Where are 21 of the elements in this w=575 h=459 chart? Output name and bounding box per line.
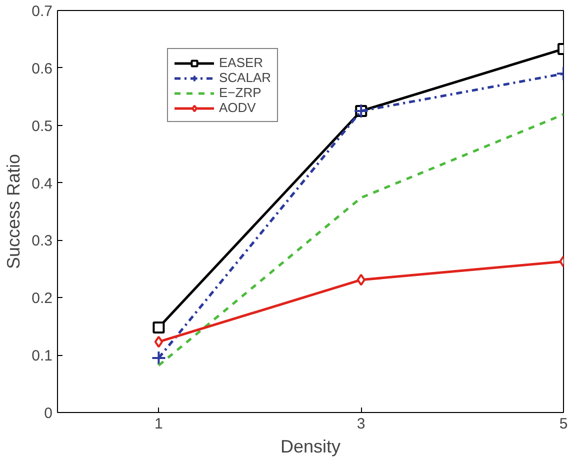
legend-label: SCALAR (219, 70, 272, 85)
y-axis-title: Success Ratio (4, 154, 24, 270)
point (152, 322, 165, 334)
legend-label: E−ZRP (219, 85, 262, 100)
y-tick-label: 0 (44, 405, 52, 422)
point (356, 274, 366, 286)
legend-label: AODV (219, 100, 256, 115)
x-tick-label: 3 (356, 416, 366, 432)
y-tick-label: 0.1 (32, 348, 53, 365)
point (151, 350, 166, 366)
y-tick-label: 0.5 (32, 118, 53, 135)
y-tick-label: 0.3 (32, 232, 53, 250)
legend-label: EASER (219, 55, 264, 70)
x-tick-label: 5 (559, 416, 568, 432)
y-tick-label: 0.2 (32, 290, 53, 308)
y-tick-label: 0.4 (32, 175, 53, 192)
x-axis-title: Density (280, 436, 341, 456)
point (154, 336, 164, 348)
y-tick-label: 0.7 (32, 3, 53, 20)
x-tick-label: 1 (154, 416, 163, 432)
y-tick-label: 0.6 (32, 60, 53, 78)
